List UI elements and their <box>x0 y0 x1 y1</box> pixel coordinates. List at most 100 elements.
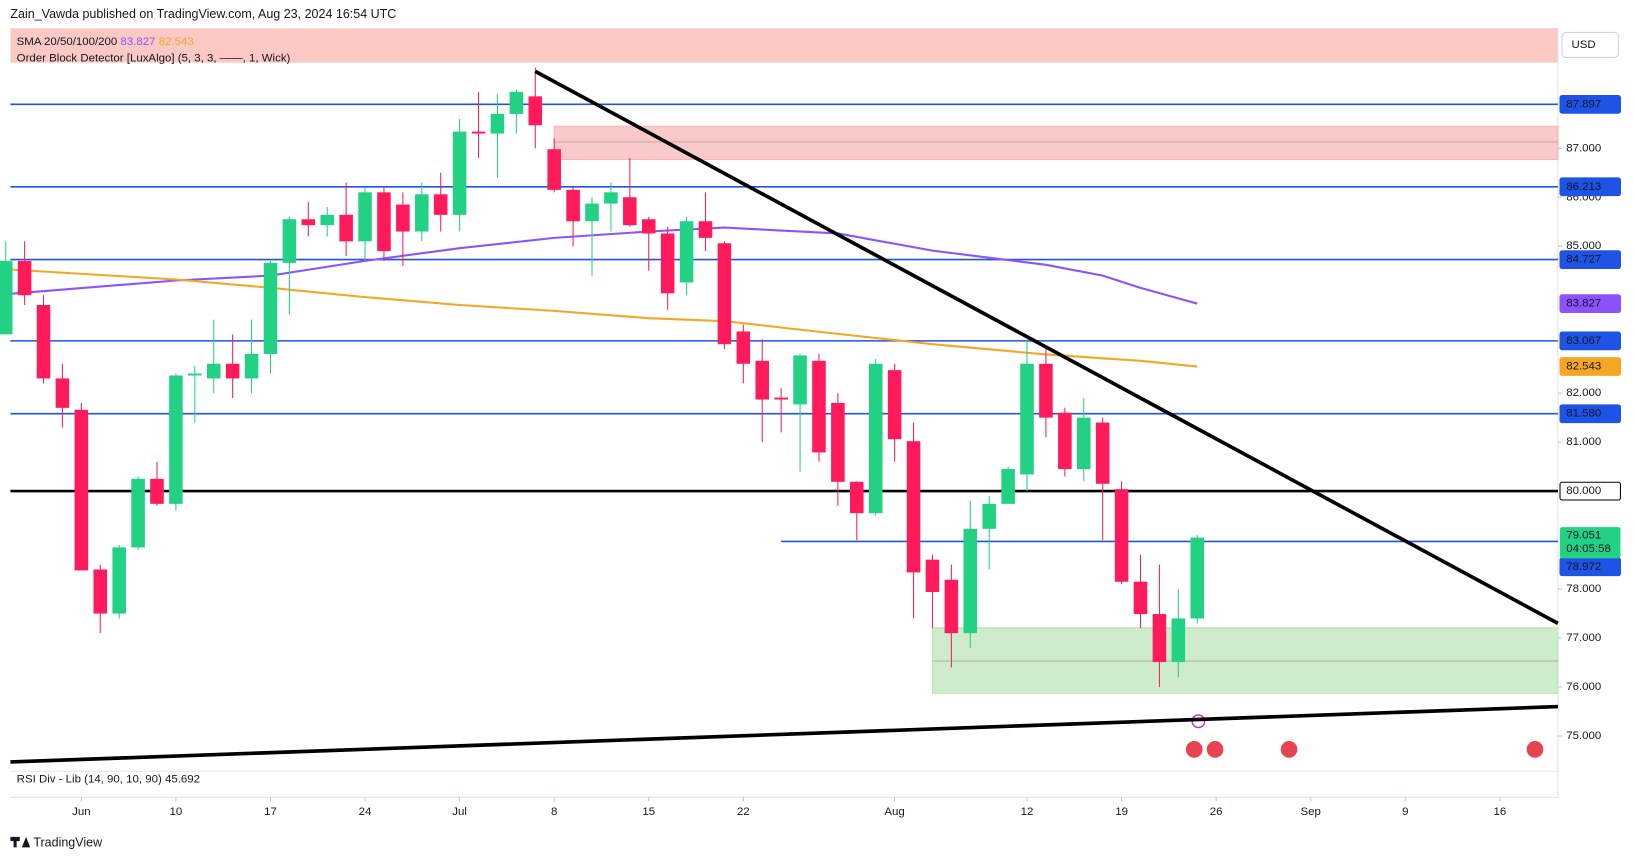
candle-body <box>282 219 297 263</box>
candle-body <box>206 363 221 379</box>
candle-body <box>150 478 164 504</box>
candle-body <box>850 481 864 514</box>
level-badge-bg <box>1559 481 1621 501</box>
candle-body <box>93 569 108 614</box>
candle-body <box>679 221 694 283</box>
y-tick-label: 78.000 <box>1566 583 1601 595</box>
sma-badge: 82.543 <box>1566 361 1601 373</box>
currency-button[interactable] <box>1561 31 1619 58</box>
candle-body <box>774 397 788 400</box>
candle-body <box>112 547 126 614</box>
order-block <box>553 125 1559 161</box>
level-badge-bg <box>1559 250 1621 269</box>
level-badge: 83.067 <box>1566 335 1601 347</box>
candle-body <box>887 370 902 440</box>
sma-100-value: 83.827 <box>120 36 155 48</box>
y-tick-label: 87.000 <box>1566 142 1601 154</box>
candle-body <box>1020 363 1034 475</box>
candle-body <box>74 409 89 571</box>
candle-body <box>358 192 372 242</box>
x-tick-label: 24 <box>359 806 372 818</box>
candle-body <box>320 214 334 226</box>
level-badge-bg <box>1559 331 1621 351</box>
candle-body <box>55 378 70 408</box>
last-price: 79.051 <box>1566 530 1601 542</box>
candle-body <box>585 203 599 222</box>
plot <box>0 67 1559 764</box>
candle-body <box>263 262 278 354</box>
candle-body <box>36 304 51 379</box>
candle-body <box>623 197 637 226</box>
x-tick-label: 17 <box>264 806 277 818</box>
footer-logo <box>10 836 31 848</box>
ob-legend: Order Block Detector [LuxAlgo] (5, 3, 3,… <box>17 53 291 65</box>
candle-body <box>1152 614 1167 663</box>
candle-body <box>982 503 996 529</box>
candle-body <box>301 219 316 226</box>
level-badge: 81.580 <box>1566 408 1601 420</box>
candle-body <box>1133 581 1148 615</box>
candle-body <box>339 214 353 242</box>
candle-body <box>1058 412 1072 470</box>
candle-body <box>490 113 505 134</box>
header: Zain_Vawda published on TradingView.com,… <box>10 7 396 21</box>
candle-body <box>415 194 429 232</box>
level-badge-bg <box>1559 404 1621 424</box>
candle-body <box>528 96 543 126</box>
sma-title: SMA 20/50/100/200 <box>17 36 118 48</box>
candle-body <box>225 363 240 379</box>
trendline <box>10 704 1558 764</box>
rsi-title: RSI Div - Lib (14, 90, 10, 90) <box>17 774 162 786</box>
candle-body <box>433 194 448 215</box>
candle-body <box>377 192 391 252</box>
event-icons <box>1185 714 1544 758</box>
rsi-value: 45.692 <box>165 774 200 786</box>
candle-body <box>1171 618 1186 663</box>
candle-body <box>793 355 807 405</box>
candle-body <box>963 528 978 634</box>
candle-body <box>188 373 202 376</box>
currency[interactable]: USD <box>1571 39 1595 51</box>
sma-legend: SMA 20/50/100/200 83.827 82.543 <box>17 36 194 48</box>
candle-body <box>717 243 732 345</box>
x-tick-label: 22 <box>737 806 750 818</box>
level-badge: 86.213 <box>1566 181 1601 193</box>
candle-body <box>396 204 410 232</box>
candle-body <box>812 360 826 453</box>
candle-body <box>604 192 618 204</box>
x-tick-label: 12 <box>1021 806 1034 818</box>
candle-body <box>1076 417 1091 470</box>
candle-body <box>1190 537 1205 619</box>
footer: TradingView <box>33 835 103 849</box>
candle-body <box>736 331 751 364</box>
x-tick-label: 19 <box>1115 806 1128 818</box>
candle-body <box>244 353 259 379</box>
candle-body <box>509 91 524 114</box>
level-badge: 78.972 <box>1566 561 1601 573</box>
level-badge-bg <box>1559 94 1621 114</box>
level-badge: 80.000 <box>1566 485 1601 497</box>
level-badge: 84.727 <box>1566 254 1601 266</box>
sma-badge-bg <box>1559 294 1621 314</box>
level-badge: 87.897 <box>1566 98 1601 110</box>
sma-badge: 83.827 <box>1566 298 1601 310</box>
sma-line <box>5 226 1198 305</box>
candle-body <box>906 441 921 573</box>
sma-line <box>5 268 1198 368</box>
candle-body <box>131 478 145 548</box>
candle-body <box>868 363 883 514</box>
candle-body <box>1095 422 1110 484</box>
candle-body <box>1114 489 1129 582</box>
countdown: 04:05:58 <box>1566 543 1611 555</box>
x-tick-label: 15 <box>642 806 655 818</box>
candle-body <box>831 402 845 482</box>
x-tick-label: Sep <box>1301 806 1321 818</box>
legend-band <box>10 28 1558 63</box>
y-tick-label: 85.000 <box>1566 240 1601 252</box>
rsi-legend: RSI Div - Lib (14, 90, 10, 90) 45.692 <box>17 774 200 786</box>
x-tick-label: 26 <box>1210 806 1223 818</box>
candle-body <box>169 375 183 504</box>
candle-body <box>641 219 656 234</box>
sma-badge-bg <box>1559 357 1621 376</box>
